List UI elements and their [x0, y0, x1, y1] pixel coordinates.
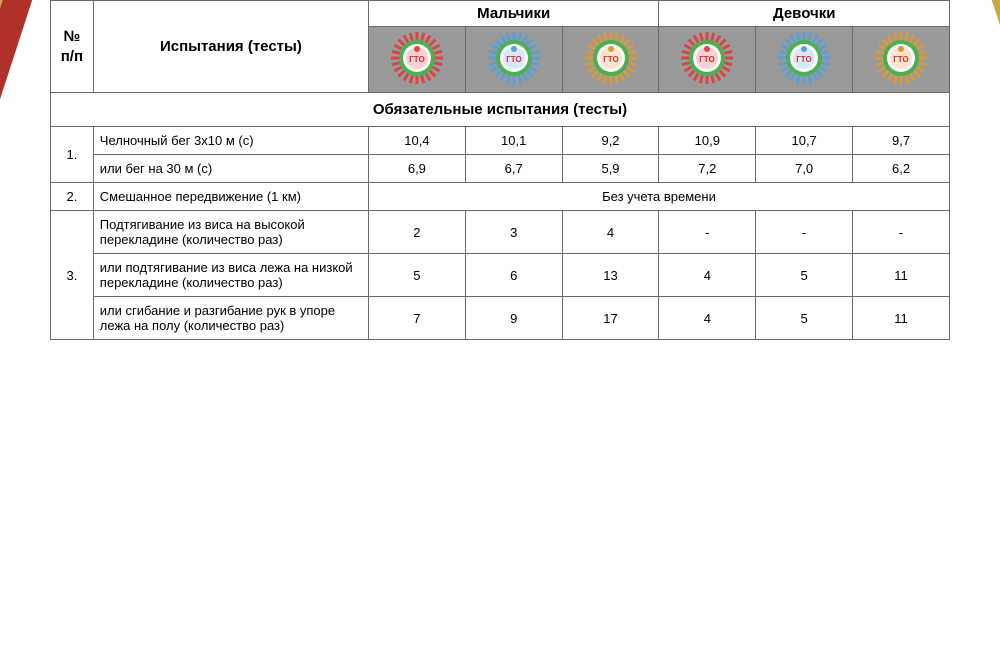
value-cell: 5,9 — [562, 155, 659, 183]
value-cell: 4 — [659, 297, 756, 340]
value-cell: 11 — [853, 297, 950, 340]
value-cell: 6,7 — [465, 155, 562, 183]
row-number: 3. — [51, 211, 94, 340]
value-cell: 10,1 — [465, 127, 562, 155]
svg-text:ГТО: ГТО — [506, 55, 521, 64]
value-cell: 11 — [853, 254, 950, 297]
test-label: Подтягивание из виса на высокой переклад… — [93, 211, 368, 254]
svg-text:ГТО: ГТО — [603, 55, 618, 64]
table-row: 2.Смешанное передвижение (1 км)Без учета… — [51, 183, 950, 211]
value-cell: 5 — [368, 254, 465, 297]
value-cell: 7 — [368, 297, 465, 340]
value-cell: 6 — [465, 254, 562, 297]
value-cell: 9,2 — [562, 127, 659, 155]
header-tests: Испытания (тесты) — [93, 1, 368, 93]
value-cell: 4 — [562, 211, 659, 254]
table-row: или подтягивание из виса лежа на низкой … — [51, 254, 950, 297]
value-cell: 7,2 — [659, 155, 756, 183]
badge-gold-icon: ГТО — [853, 27, 950, 93]
badge-bronze-icon: ГТО — [659, 27, 756, 93]
header-girls: Девочки — [659, 1, 950, 27]
value-cell: 3 — [465, 211, 562, 254]
test-label: Смешанное передвижение (1 км) — [93, 183, 368, 211]
value-cell: 5 — [756, 297, 853, 340]
value-cell: 6,9 — [368, 155, 465, 183]
value-cell: 7,0 — [756, 155, 853, 183]
gto-table: № п/п Испытания (тесты) Мальчики Девочки… — [50, 0, 950, 340]
value-cell: 9 — [465, 297, 562, 340]
header-boys: Мальчики — [368, 1, 658, 27]
section-header: Обязательные испытания (тесты) — [51, 93, 950, 127]
test-label: или подтягивание из виса лежа на низкой … — [93, 254, 368, 297]
value-cell: 13 — [562, 254, 659, 297]
value-cell: 17 — [562, 297, 659, 340]
table-container: № п/п Испытания (тесты) Мальчики Девочки… — [50, 0, 950, 340]
header-num: № п/п — [51, 1, 94, 93]
value-cell: 10,7 — [756, 127, 853, 155]
value-cell: 10,9 — [659, 127, 756, 155]
merged-value: Без учета времени — [368, 183, 949, 211]
value-cell: - — [659, 211, 756, 254]
svg-text:ГТО: ГТО — [700, 55, 715, 64]
value-cell: 4 — [659, 254, 756, 297]
value-cell: - — [853, 211, 950, 254]
row-number: 2. — [51, 183, 94, 211]
table-row: 3.Подтягивание из виса на высокой перекл… — [51, 211, 950, 254]
svg-text:ГТО: ГТО — [409, 55, 424, 64]
test-label: или бег на 30 м (с) — [93, 155, 368, 183]
badge-bronze-icon: ГТО — [368, 27, 465, 93]
test-label: или сгибание и разгибание рук в упоре ле… — [93, 297, 368, 340]
value-cell: 10,4 — [368, 127, 465, 155]
svg-text:ГТО: ГТО — [796, 55, 811, 64]
value-cell: 6,2 — [853, 155, 950, 183]
value-cell: 2 — [368, 211, 465, 254]
value-cell: - — [756, 211, 853, 254]
value-cell: 5 — [756, 254, 853, 297]
value-cell: 9,7 — [853, 127, 950, 155]
test-label: Челночный бег 3х10 м (с) — [93, 127, 368, 155]
badge-gold-icon: ГТО — [562, 27, 659, 93]
badge-silver-icon: ГТО — [756, 27, 853, 93]
row-number: 1. — [51, 127, 94, 183]
svg-text:ГТО: ГТО — [893, 55, 908, 64]
badge-silver-icon: ГТО — [465, 27, 562, 93]
table-row: или бег на 30 м (с)6,96,75,97,27,06,2 — [51, 155, 950, 183]
table-row: 1.Челночный бег 3х10 м (с)10,410,19,210,… — [51, 127, 950, 155]
table-row: или сгибание и разгибание рук в упоре ле… — [51, 297, 950, 340]
